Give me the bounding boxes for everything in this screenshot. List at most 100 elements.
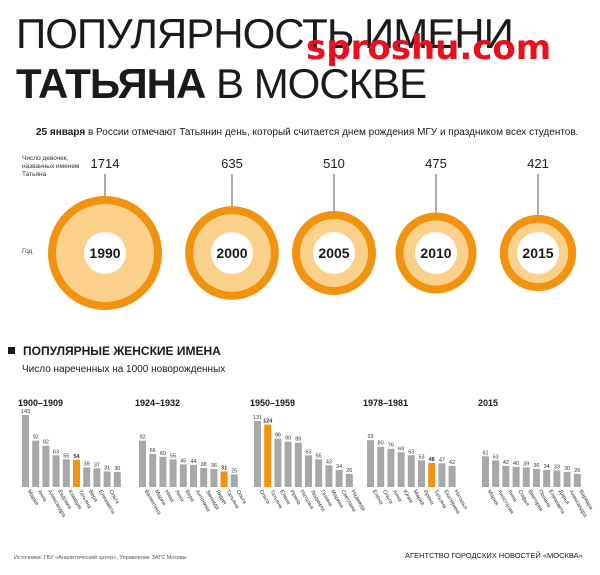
period-label-2: 1950–1959 [250,398,295,408]
bar-value-4-2: 42 [503,460,509,466]
bar-0-9 [113,471,121,487]
bubble-count-3: 475 [425,156,447,171]
bar-4-0 [482,456,489,487]
bar-1-8 [220,471,228,487]
bubble-count-4: 421 [527,156,549,171]
bar-value-2-6: 55 [316,453,322,459]
bar-3-6 [428,462,436,487]
bar-value-2-0: 131 [253,415,262,421]
bar-0-2 [42,445,50,487]
bar-value-3-1: 80 [378,441,384,447]
bar-value-3-8: 42 [449,460,455,466]
source-note: Источники: ГБУ «Аналитический центр», Уп… [14,555,187,561]
bar-value-4-8: 30 [564,466,570,472]
bar-value-3-7: 47 [439,457,445,463]
bar-4-4 [522,467,530,487]
bar-value-4-7: 33 [554,464,560,470]
bubble-inner-4 [517,232,559,274]
title-name: ТАТЬЯНА [16,60,206,107]
bubble-year-4: 2015 [522,245,553,261]
bar-value-0-1: 92 [33,435,39,441]
bubble-year-2: 2005 [318,245,349,261]
bar-2-6 [315,459,323,487]
bar-value-4-9: 26 [574,468,580,474]
bar-value-1-9: 25 [231,468,237,474]
bar-2-0 [254,421,261,487]
bar-value-4-0: 61 [482,450,488,456]
period-label-3: 1978–1981 [363,398,408,408]
bar-1-5 [190,464,197,487]
bar-value-2-5: 63 [305,449,311,455]
bar-3-7 [438,463,446,487]
bar-value-2-4: 88 [295,437,301,443]
watermark: sproshu.com [306,28,552,68]
bar-4-8 [563,471,571,487]
intro-date: 25 января [36,127,86,138]
bar-1-2 [159,456,167,487]
period-label-0: 1900–1909 [18,398,63,408]
intro-text: 25 января в России отмечают Татьянин ден… [36,127,578,138]
section-subtitle: Число нареченных на 1000 новорожденных [22,364,226,375]
bubble-count-2: 510 [323,156,345,171]
bar-value-2-9: 26 [346,468,352,474]
bar-value-3-2: 76 [388,443,394,449]
bar-2-1 [264,424,272,487]
bar-1-6 [200,467,208,487]
bar-4-6 [543,469,551,487]
bar-0-0 [22,415,29,487]
bar-value-1-6: 38 [201,462,207,468]
section-square-icon [8,347,15,354]
bar-2-8 [335,469,343,487]
bar-2-2 [274,438,282,487]
bubble-inner-1 [211,232,253,274]
bar-value-3-5: 53 [418,454,424,460]
bar-0-7 [93,468,101,487]
legend-count-line-2: названных именем [22,163,80,170]
bubble-inner-3 [415,232,457,274]
section-title-text: ПОПУЛЯРНЫЕ ЖЕНСКИЕ ИМЕНА [23,344,221,358]
bar-value-0-6: 39 [84,461,90,467]
bar-value-2-1: 124 [263,419,273,425]
bar-4-5 [533,468,540,487]
bar-value-1-5: 44 [190,459,196,465]
bar-0-1 [32,440,40,487]
bar-value-1-7: 36 [211,463,217,469]
bar-3-4 [407,455,415,487]
bar-3-1 [377,446,385,487]
title-rest: В МОСКВЕ [205,60,427,107]
legend-count-line-1: Число девочек, [22,155,69,162]
bar-2-3 [284,441,292,487]
bar-0-5 [73,459,80,487]
bar-4-2 [502,465,510,487]
bar-value-3-0: 93 [367,434,373,440]
intro-rest: в России отмечают Татьянин день, который… [85,127,579,138]
bar-2-7 [325,465,333,487]
bar-1-3 [169,459,177,487]
bar-4-1 [492,460,500,487]
bar-4-7 [553,470,561,487]
bar-4-3 [512,466,520,487]
bar-value-4-4: 39 [523,461,529,467]
bar-value-4-3: 40 [513,461,519,467]
bar-value-1-2: 60 [160,451,166,457]
bar-value-4-6: 34 [544,464,550,470]
bar-value-1-0: 92 [139,435,145,441]
bubble-inner-2 [313,232,355,274]
bubble-year-1: 2000 [216,245,247,261]
bar-2-4 [294,442,302,487]
bar-1-9 [230,474,238,487]
bar-2-5 [305,455,312,487]
section-title: ПОПУЛЯРНЫЕ ЖЕНСКИЕ ИМЕНА [8,344,221,358]
bar-value-0-5: 54 [73,454,80,460]
legend-count-label: Число девочек, названных именем Татьяна [22,155,79,179]
period-label-4: 2015 [478,398,498,408]
bar-value-1-3: 55 [170,453,176,459]
bar-1-7 [210,468,218,487]
page-title-line2: ТАТЬЯНА В МОСКВЕ [16,60,427,107]
bubble-year-0: 1990 [89,245,120,261]
period-label-1: 1924–1932 [135,398,180,408]
bar-value-0-0: 143 [21,409,30,415]
bar-3-3 [397,452,405,487]
bar-3-5 [418,460,425,487]
legend-year-label: Год [22,248,33,255]
